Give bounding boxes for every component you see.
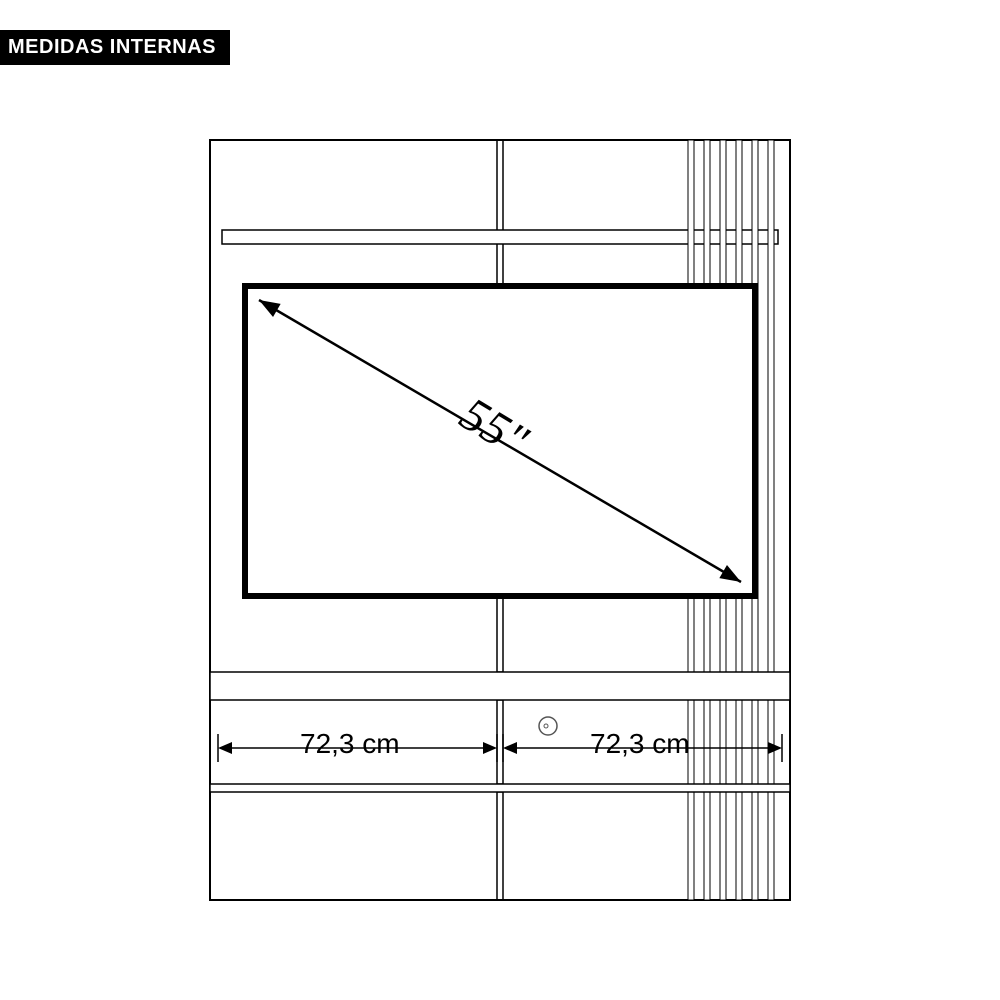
shelf-middle — [210, 672, 790, 700]
diagram-svg — [0, 0, 1000, 1000]
shelf-top — [222, 230, 778, 244]
cable-grommet-icon — [539, 717, 557, 735]
dimension-label-left: 72,3 cm — [300, 728, 400, 760]
center-divider-mid — [497, 700, 503, 784]
dimension-label-right: 72,3 cm — [590, 728, 690, 760]
center-divider-bot — [497, 792, 503, 900]
shelf-bottom — [210, 784, 790, 792]
